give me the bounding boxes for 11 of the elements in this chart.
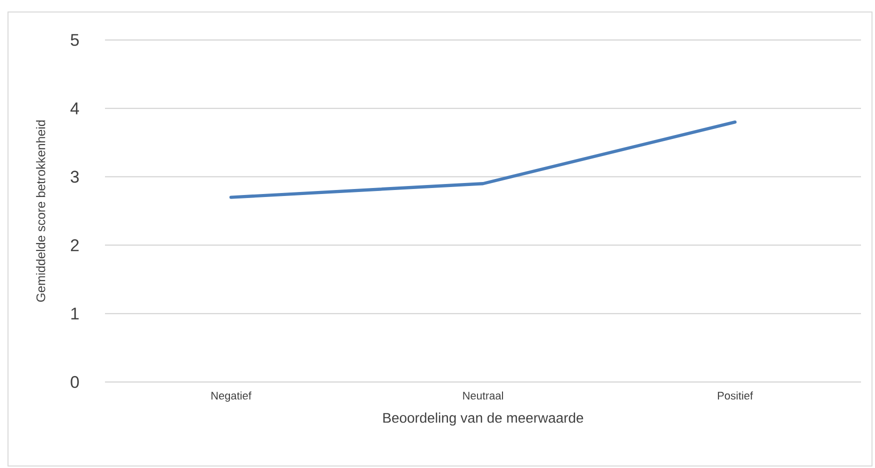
x-tick-label: Positief <box>718 392 753 400</box>
y-tick-label: 0 <box>70 376 79 388</box>
y-tick-label: 5 <box>70 34 79 46</box>
x-axis-title: Beoordeling van de meerwaarde <box>383 412 584 426</box>
y-tick-label: 3 <box>70 170 79 183</box>
y-tick-label: 1 <box>71 308 79 320</box>
x-tick-label: Negatief <box>212 392 252 402</box>
y-axis-title: Gemiddelde score betrokkenheid <box>36 120 46 302</box>
y-tick-label: 4 <box>70 102 79 114</box>
y-tick-label: 2 <box>70 239 79 252</box>
x-tick-label: Neutraal <box>463 392 503 400</box>
